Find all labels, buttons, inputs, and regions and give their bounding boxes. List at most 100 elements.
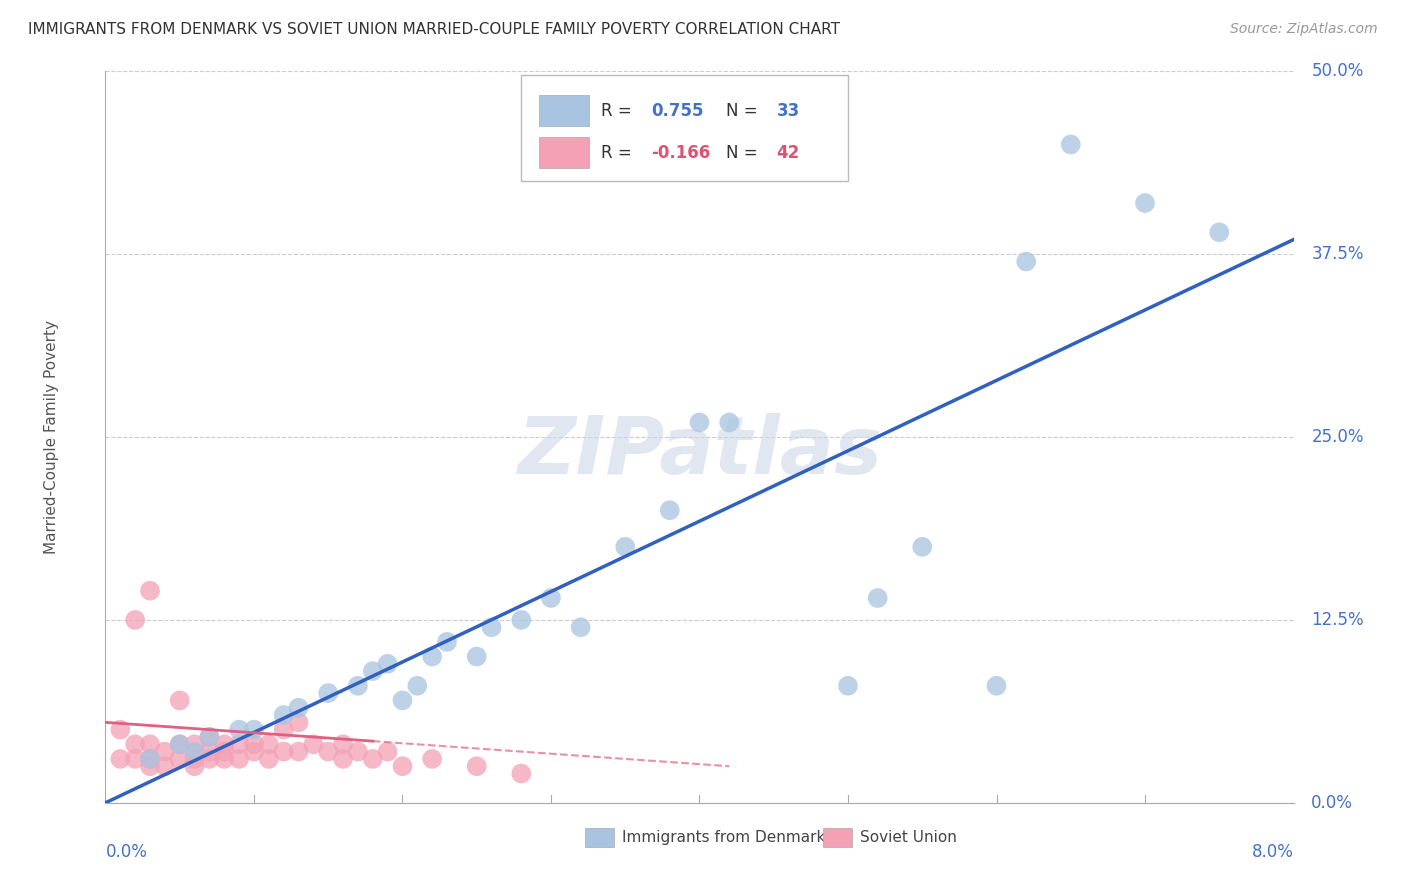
Point (169, 752, 191, 766)
Point (198, 730, 221, 744)
Point (866, 591, 889, 605)
Point (332, 737, 354, 751)
Point (198, 745, 221, 759)
Point (273, 745, 295, 759)
Point (465, 649, 488, 664)
Point (153, 759, 176, 773)
Point (316, 745, 339, 759)
Point (273, 708, 295, 723)
Point (287, 700, 309, 714)
Point (1015, 254, 1038, 268)
Point (183, 759, 205, 773)
Point (139, 583, 162, 598)
Text: 25.0%: 25.0% (1312, 428, 1364, 446)
Point (420, 649, 443, 664)
Point (986, 679, 1008, 693)
Point (124, 752, 146, 766)
Point (1133, 196, 1156, 211)
Point (110, 723, 132, 737)
Text: 0.0%: 0.0% (105, 843, 148, 861)
Text: 37.5%: 37.5% (1312, 245, 1364, 263)
Point (689, 416, 711, 430)
Point (169, 737, 191, 751)
FancyBboxPatch shape (522, 75, 848, 181)
Point (377, 745, 399, 759)
Point (183, 745, 205, 759)
Point (510, 613, 533, 627)
Point (228, 752, 250, 766)
Point (287, 745, 309, 759)
Point (183, 737, 205, 751)
Point (243, 737, 266, 751)
Point (139, 759, 162, 773)
Point (406, 679, 429, 693)
Text: 33: 33 (776, 102, 800, 120)
Text: IMMIGRANTS FROM DENMARK VS SOVIET UNION MARRIED-COUPLE FAMILY POVERTY CORRELATIO: IMMIGRANTS FROM DENMARK VS SOVIET UNION … (28, 22, 841, 37)
Point (228, 723, 250, 737)
Point (361, 752, 384, 766)
Point (377, 657, 399, 671)
Point (332, 752, 354, 766)
Text: N =: N = (725, 102, 762, 120)
FancyBboxPatch shape (823, 828, 852, 847)
FancyBboxPatch shape (538, 95, 589, 127)
Point (183, 752, 205, 766)
Point (347, 745, 370, 759)
Point (510, 766, 533, 780)
Point (214, 752, 236, 766)
FancyBboxPatch shape (538, 137, 589, 168)
Point (420, 752, 443, 766)
Point (214, 737, 236, 751)
Point (614, 540, 637, 554)
Point (273, 723, 295, 737)
Point (347, 679, 370, 693)
Text: 0.0%: 0.0% (1312, 794, 1353, 812)
Point (257, 737, 280, 751)
Point (124, 737, 146, 751)
Point (243, 723, 266, 737)
Point (1208, 225, 1230, 239)
Point (139, 752, 162, 766)
Text: Immigrants from Denmark: Immigrants from Denmark (623, 830, 825, 845)
Text: 8.0%: 8.0% (1251, 843, 1294, 861)
Point (361, 664, 384, 678)
Point (243, 745, 266, 759)
Text: 50.0%: 50.0% (1312, 62, 1364, 80)
Point (228, 737, 250, 751)
Text: Married-Couple Family Poverty: Married-Couple Family Poverty (45, 320, 59, 554)
Point (153, 745, 176, 759)
Point (169, 737, 191, 751)
Point (198, 752, 221, 766)
Point (302, 737, 325, 751)
Point (110, 752, 132, 766)
Point (214, 745, 236, 759)
Point (198, 730, 221, 744)
Text: 12.5%: 12.5% (1312, 611, 1364, 629)
Point (139, 737, 162, 751)
Text: R =: R = (600, 144, 637, 161)
Point (257, 752, 280, 766)
Point (911, 540, 934, 554)
Text: N =: N = (725, 144, 762, 161)
Text: 0.755: 0.755 (651, 102, 703, 120)
Point (124, 613, 146, 627)
Text: R =: R = (600, 102, 637, 120)
Point (391, 759, 413, 773)
Point (569, 620, 592, 634)
Point (481, 620, 503, 634)
Text: Soviet Union: Soviet Union (860, 830, 956, 845)
Point (1060, 137, 1083, 152)
Point (465, 759, 488, 773)
FancyBboxPatch shape (585, 828, 614, 847)
Text: -0.166: -0.166 (651, 144, 710, 161)
Point (658, 503, 681, 517)
Point (169, 693, 191, 707)
Text: ZIPatlas: ZIPatlas (517, 413, 882, 491)
Point (287, 715, 309, 730)
Text: Source: ZipAtlas.com: Source: ZipAtlas.com (1230, 22, 1378, 37)
Point (540, 591, 562, 605)
Point (436, 635, 458, 649)
Point (718, 416, 741, 430)
Text: 42: 42 (776, 144, 800, 161)
Point (391, 693, 413, 707)
